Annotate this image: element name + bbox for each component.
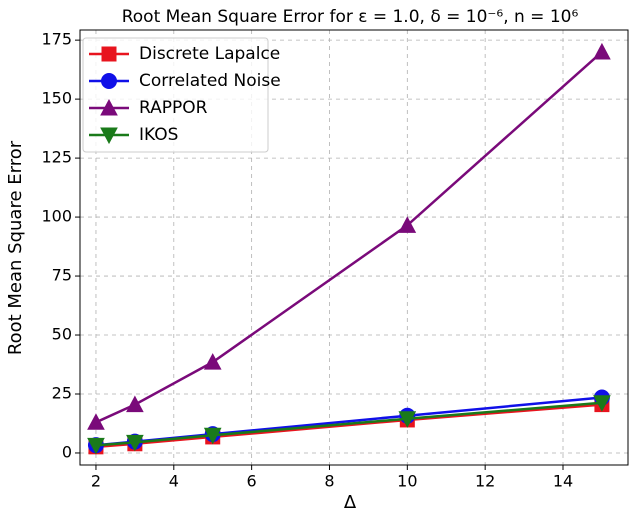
x-tick-label: 10: [397, 472, 417, 491]
x-tick-label: 4: [169, 472, 179, 491]
series-line: [95, 401, 603, 447]
marker: [398, 216, 417, 233]
y-tick-label: 50: [52, 325, 72, 344]
legend-label: RAPPOR: [139, 98, 208, 118]
legend: Discrete Lapalce Correlated Noise RAPPOR IK…: [82, 37, 281, 153]
x-tick-label: 2: [91, 472, 101, 491]
y-tick-label: 75: [52, 266, 72, 285]
marker: [101, 46, 117, 62]
legend-box: [82, 37, 269, 153]
chart-title: Root Mean Square Error for ε = 1.0, δ = …: [122, 7, 579, 27]
y-tick-label: 25: [52, 383, 72, 402]
y-tick-label: 150: [41, 89, 72, 108]
marker: [126, 434, 144, 452]
y-tick-label: 125: [41, 148, 72, 167]
legend-label: Correlated Noise: [139, 71, 281, 91]
x-axis-label: Δ: [344, 492, 357, 513]
series-line: [95, 403, 603, 449]
y-axis-label: Root Mean Square Error: [5, 140, 26, 355]
legend-label: Discrete Lapalce: [139, 44, 280, 64]
marker: [100, 127, 118, 145]
marker: [100, 98, 118, 116]
marker: [398, 411, 417, 428]
marker: [101, 73, 117, 89]
marker: [203, 427, 222, 445]
x-tick-label: 8: [324, 472, 334, 491]
marker: [593, 42, 611, 60]
marker: [87, 413, 105, 430]
marker: [126, 395, 144, 413]
x-tick-label: 14: [553, 472, 573, 491]
marker: [593, 395, 611, 412]
legend-label: IKOS: [139, 125, 178, 145]
marker: [87, 437, 105, 455]
x-tick-label: 6: [247, 472, 257, 491]
plot-frame: [79, 29, 629, 466]
marker: [203, 353, 222, 370]
y-tick-label: 0: [62, 442, 72, 461]
y-tick-label: 100: [41, 207, 72, 226]
y-tick-label: 175: [41, 30, 72, 49]
x-tick-label: 12: [475, 472, 495, 491]
